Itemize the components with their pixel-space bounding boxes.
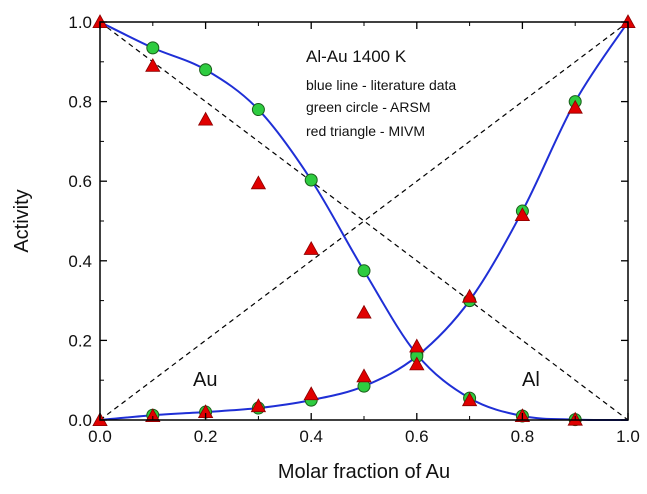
point-mivm_au bbox=[409, 338, 425, 353]
point-arsm_al bbox=[199, 63, 213, 77]
reference-lines bbox=[99, 21, 629, 421]
x-tick-label: 1.0 bbox=[616, 427, 640, 446]
y-tick-label: 0.4 bbox=[68, 252, 92, 271]
legend-mivm: red triangle - MIVM bbox=[306, 123, 425, 139]
point-mivm_al bbox=[409, 356, 425, 371]
legend-literature: blue line - literature data bbox=[306, 77, 456, 93]
point-mivm_al bbox=[356, 304, 372, 319]
x-tick-label: 0.2 bbox=[194, 427, 218, 446]
point-mivm_au bbox=[356, 368, 372, 383]
chart-title: Al-Au 1400 K bbox=[306, 47, 407, 66]
curve-label-al: Al bbox=[522, 369, 540, 391]
axis-ticks: 0.0 0.2 0.4 0.6 0.8 1.0 0.0 0.2 0.4 0.6 0.8 1.0 bbox=[68, 13, 639, 446]
point-arsm_al bbox=[251, 103, 265, 117]
point-mivm_al bbox=[197, 111, 214, 126]
point-mivm_au bbox=[461, 288, 478, 303]
point-arsm_al bbox=[146, 41, 160, 55]
x-tick-label: 0.4 bbox=[299, 427, 323, 446]
x-tick-label: 0.6 bbox=[405, 427, 429, 446]
point-arsm_al bbox=[304, 173, 318, 187]
x-tick-label: 0.0 bbox=[88, 427, 112, 446]
x-axis-label: Molar fraction of Au bbox=[278, 461, 450, 483]
reference-line-0 bbox=[99, 21, 629, 421]
y-tick-label: 0.8 bbox=[68, 93, 92, 112]
point-mivm_al bbox=[303, 241, 319, 255]
point-mivm_au bbox=[567, 99, 583, 114]
point-mivm_au bbox=[250, 398, 267, 413]
y-axis-label: Activity bbox=[11, 189, 33, 252]
y-tick-label: 0.2 bbox=[68, 331, 92, 350]
point-arsm_al bbox=[357, 264, 371, 278]
point-mivm_au bbox=[514, 207, 531, 222]
curve-label-au: Au bbox=[193, 369, 217, 391]
x-tick-label: 0.8 bbox=[511, 427, 535, 446]
y-tick-label: 0.0 bbox=[68, 411, 92, 430]
point-mivm_al bbox=[250, 175, 267, 190]
point-mivm_al bbox=[461, 392, 478, 407]
point-mivm_al bbox=[145, 57, 161, 72]
y-tick-label: 0.6 bbox=[68, 172, 92, 191]
point-mivm_au bbox=[303, 386, 319, 401]
reference-line-1 bbox=[99, 21, 629, 421]
legend-arsm: green circle - ARSM bbox=[306, 99, 430, 115]
y-tick-label: 1.0 bbox=[68, 13, 92, 32]
point-mivm_au bbox=[145, 408, 161, 423]
